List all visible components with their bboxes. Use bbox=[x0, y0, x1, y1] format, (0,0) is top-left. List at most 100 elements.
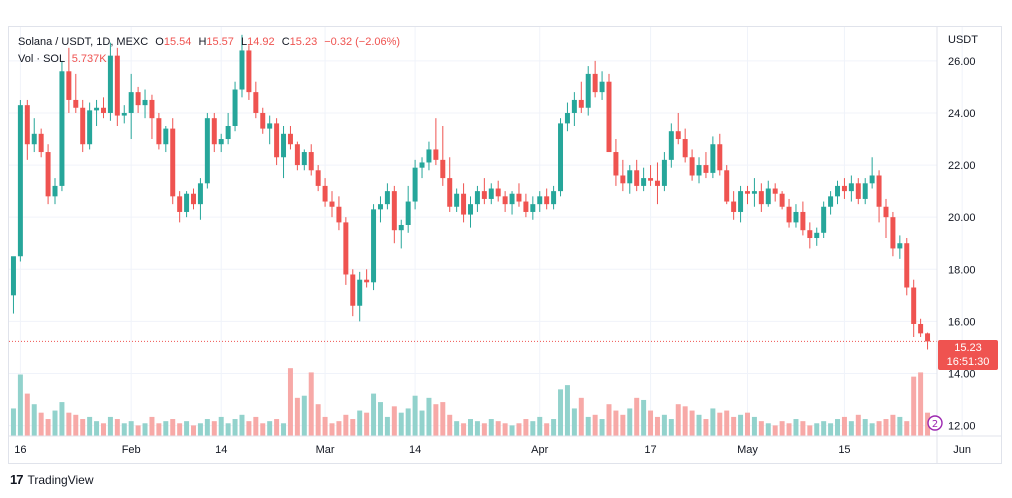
candle bbox=[156, 112, 162, 150]
volume-bar bbox=[516, 423, 522, 436]
candle-body bbox=[703, 165, 709, 173]
volume-bar bbox=[689, 410, 695, 436]
candle bbox=[398, 219, 404, 249]
low-label: L bbox=[240, 36, 248, 48]
candle-body bbox=[765, 188, 771, 205]
candle bbox=[502, 191, 508, 212]
volume-bar bbox=[911, 376, 917, 436]
candle bbox=[848, 175, 854, 202]
volume-bars bbox=[10, 368, 931, 436]
candle bbox=[537, 191, 543, 212]
candle bbox=[10, 256, 16, 314]
candle bbox=[281, 125, 287, 179]
candle-body bbox=[675, 131, 681, 140]
candle-body bbox=[925, 333, 931, 342]
tradingview-logo[interactable]: 17 TradingView bbox=[10, 472, 94, 487]
volume-bar bbox=[156, 423, 162, 436]
candle bbox=[585, 66, 591, 116]
price-tick-label: 12.00 bbox=[948, 421, 976, 433]
volume-bar bbox=[336, 421, 342, 436]
candle-body bbox=[495, 188, 501, 197]
volume-bar bbox=[641, 399, 647, 436]
candle-body bbox=[904, 243, 910, 288]
volume-bar bbox=[31, 404, 37, 436]
candle-body bbox=[509, 193, 515, 205]
candle bbox=[523, 193, 529, 218]
candle bbox=[274, 118, 280, 166]
volume-bar bbox=[564, 385, 570, 436]
volume-bar bbox=[114, 419, 120, 436]
volume-bar bbox=[440, 402, 446, 436]
candle bbox=[17, 99, 23, 262]
price-tick-label: 26.00 bbox=[948, 56, 976, 68]
candle-body bbox=[516, 193, 522, 202]
candle-body bbox=[599, 81, 605, 93]
volume-bar bbox=[225, 423, 231, 436]
volume-bar bbox=[800, 421, 806, 436]
volume-bar bbox=[758, 421, 764, 436]
candle bbox=[682, 128, 688, 163]
candle bbox=[184, 191, 190, 218]
candle bbox=[564, 102, 570, 132]
candle-body bbox=[121, 112, 127, 116]
candle bbox=[191, 188, 197, 210]
volume-bar bbox=[177, 423, 183, 436]
volume-bar bbox=[412, 395, 418, 436]
candle-body bbox=[890, 217, 896, 249]
candle bbox=[571, 92, 577, 126]
volume-bar bbox=[454, 421, 460, 436]
candle-body bbox=[211, 118, 217, 145]
candle-body bbox=[862, 183, 868, 199]
volume-bar bbox=[17, 374, 23, 436]
candle bbox=[758, 183, 764, 212]
last-price-value: 15.23 bbox=[954, 342, 982, 354]
goto-latest-icon[interactable]: 2 bbox=[927, 415, 943, 431]
candle bbox=[613, 139, 619, 186]
candle bbox=[731, 191, 737, 220]
volume-bar bbox=[197, 423, 203, 436]
candle-body bbox=[682, 139, 688, 158]
candle-body bbox=[218, 139, 224, 145]
candle-body bbox=[73, 99, 79, 108]
high-label: H bbox=[198, 36, 207, 48]
candle-body bbox=[260, 112, 266, 129]
candle-body bbox=[10, 256, 16, 296]
volume-bar bbox=[855, 414, 861, 436]
volume-bar bbox=[398, 412, 404, 436]
volume-bar bbox=[66, 412, 72, 436]
candle bbox=[634, 159, 640, 192]
candle-body bbox=[343, 222, 349, 275]
volume-bar bbox=[371, 393, 377, 436]
symbol-title: Solana / USDT, 1D, MEXC bbox=[18, 36, 149, 48]
volume-bar bbox=[634, 397, 640, 436]
candle bbox=[357, 271, 363, 322]
candle bbox=[204, 112, 210, 189]
volume-bar bbox=[135, 425, 141, 436]
volume-bar bbox=[281, 423, 287, 436]
volume-bar bbox=[918, 372, 924, 436]
currency-label: USDT bbox=[948, 34, 978, 46]
volume-value: 5.737K bbox=[71, 53, 107, 65]
volume-bar bbox=[433, 404, 439, 436]
volume-bar bbox=[253, 416, 259, 436]
time-tick-label: Mar bbox=[316, 444, 335, 456]
volume-bar bbox=[343, 414, 349, 436]
candle-body bbox=[447, 178, 453, 207]
candle-body bbox=[384, 191, 390, 205]
candle-body bbox=[744, 191, 750, 194]
candle bbox=[703, 152, 709, 179]
candle bbox=[412, 159, 418, 210]
candle bbox=[606, 73, 612, 153]
volume-bar bbox=[38, 412, 44, 436]
candle bbox=[841, 178, 847, 199]
time-tick-label: Feb bbox=[122, 444, 141, 456]
candle-body bbox=[648, 178, 654, 181]
volume-bar bbox=[294, 397, 300, 436]
candle bbox=[724, 165, 730, 205]
candle bbox=[267, 115, 273, 145]
candle-body bbox=[398, 224, 404, 231]
candle-body bbox=[80, 107, 86, 145]
grid-lines bbox=[9, 27, 963, 436]
time-tick-label: 16 bbox=[14, 444, 26, 456]
